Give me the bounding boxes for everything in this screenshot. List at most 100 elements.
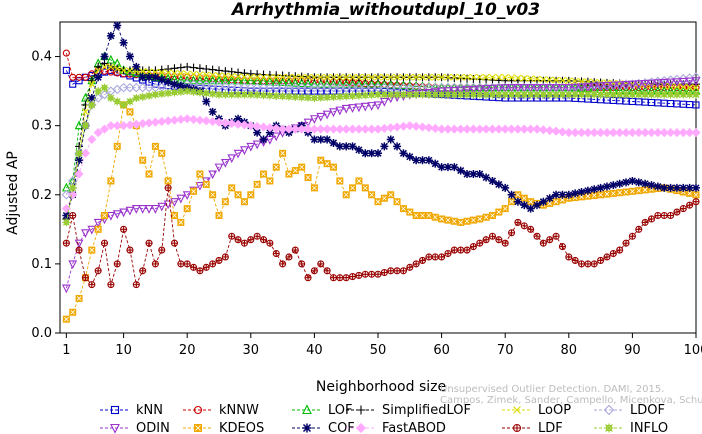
data-point [596, 183, 605, 192]
data-point [203, 90, 209, 96]
data-point [354, 78, 364, 88]
legend-marker [604, 423, 614, 433]
data-point [424, 90, 433, 99]
data-point [551, 84, 561, 93]
data-point [272, 91, 281, 100]
data-point [354, 103, 364, 113]
data-point [299, 164, 304, 170]
data-point [551, 126, 561, 136]
data-point [216, 92, 222, 98]
data-point [121, 102, 127, 108]
data-point [233, 75, 243, 85]
data-point [628, 80, 637, 90]
data-point [114, 260, 121, 267]
data-point [214, 163, 224, 173]
data-point [653, 182, 662, 191]
data-point [265, 76, 275, 86]
data-point [100, 59, 109, 68]
data-point [70, 309, 76, 315]
data-point [463, 170, 472, 179]
data-point [393, 90, 402, 99]
data-point [240, 146, 249, 156]
data-point [381, 92, 387, 98]
data-point [628, 90, 637, 99]
legend-item-simplifiedlof: SimplifiedLOF [346, 403, 471, 418]
data-point [113, 97, 122, 106]
data-point [691, 128, 701, 138]
data-point [552, 190, 561, 199]
data-point [449, 86, 459, 96]
data-point [102, 213, 107, 218]
data-point [438, 73, 445, 81]
data-point [95, 88, 101, 94]
data-point [369, 192, 374, 198]
data-point [279, 260, 286, 267]
data-point [514, 219, 521, 226]
data-point [215, 66, 223, 75]
data-point [356, 93, 362, 99]
data-point [362, 271, 369, 278]
data-point [489, 73, 496, 81]
data-point [673, 209, 680, 216]
data-point [341, 82, 351, 93]
data-point [608, 128, 618, 138]
data-point [532, 84, 542, 93]
data-point [259, 91, 268, 100]
data-point [519, 84, 529, 93]
data-point [132, 62, 141, 71]
data-point [368, 271, 375, 278]
data-point [184, 206, 190, 211]
data-point [412, 90, 421, 99]
data-point [381, 269, 388, 276]
legend-marker [193, 405, 203, 415]
data-point [89, 247, 95, 253]
data-point [68, 260, 78, 270]
data-point [201, 116, 211, 126]
data-point [621, 128, 631, 138]
data-point [323, 73, 331, 81]
data-point [678, 128, 688, 138]
data-point [278, 92, 287, 101]
data-point [507, 90, 516, 99]
data-point [585, 92, 591, 98]
data-point [151, 205, 160, 214]
data-point [235, 236, 242, 243]
data-point [298, 73, 306, 81]
data-point [564, 84, 574, 93]
data-point [260, 73, 267, 81]
data-point [201, 75, 211, 85]
data-point [617, 190, 622, 195]
data-point [324, 94, 330, 100]
data-point [329, 138, 338, 147]
data-point [559, 77, 566, 84]
data-point [315, 82, 326, 93]
data-point [513, 84, 523, 93]
data-point [329, 78, 338, 88]
data-point [74, 239, 84, 249]
data-point [367, 124, 377, 134]
data-point [636, 92, 642, 98]
data-point [235, 92, 241, 98]
data-point [380, 90, 389, 99]
data-point [577, 83, 586, 93]
data-point [515, 92, 521, 98]
data-point [564, 90, 573, 99]
data-point [354, 91, 363, 100]
data-point [233, 149, 243, 159]
data-point [444, 250, 451, 257]
data-point [407, 92, 413, 98]
data-point [165, 90, 171, 96]
data-point [68, 183, 77, 192]
data-point [405, 152, 414, 161]
data-point [88, 80, 96, 88]
x-tick-label: 80 [561, 343, 578, 358]
data-point [343, 93, 349, 99]
data-point [330, 94, 337, 100]
data-point [330, 73, 337, 81]
data-point [360, 124, 370, 134]
data-point [565, 77, 573, 85]
data-point [589, 128, 599, 138]
data-point [660, 90, 669, 99]
data-point [576, 128, 587, 138]
data-point [456, 86, 466, 96]
